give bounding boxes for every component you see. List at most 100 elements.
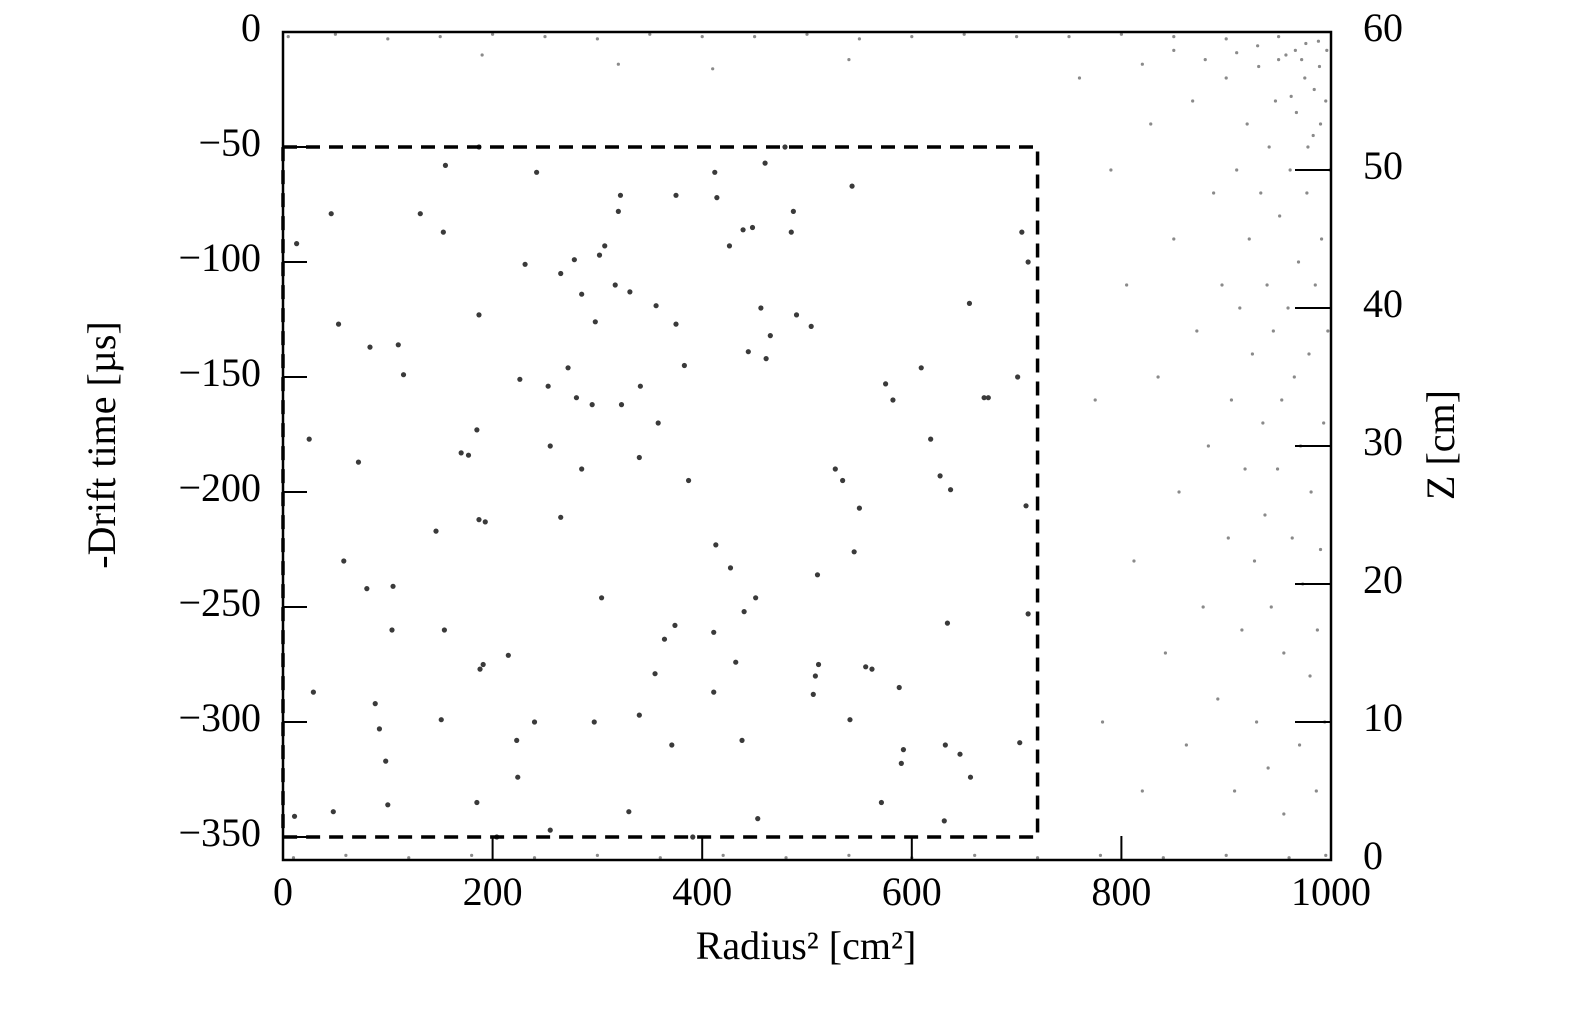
data-point xyxy=(636,454,642,461)
data-point xyxy=(1235,168,1239,172)
data-point xyxy=(1201,605,1205,609)
data-point xyxy=(762,160,768,166)
data-point xyxy=(1318,122,1323,126)
data-point xyxy=(1304,41,1308,46)
data-point xyxy=(690,834,696,840)
data-point xyxy=(1177,490,1181,494)
data-point xyxy=(847,58,851,62)
data-point xyxy=(1307,352,1311,356)
data-point xyxy=(291,856,296,860)
data-point xyxy=(1317,64,1322,69)
data-point xyxy=(1296,260,1301,264)
data-point xyxy=(1286,306,1290,310)
data-point xyxy=(890,397,896,403)
data-point xyxy=(441,627,447,633)
data-point xyxy=(618,402,625,408)
x-tick-label: 800 xyxy=(1091,869,1151,914)
data-point xyxy=(355,459,362,465)
data-point xyxy=(652,671,658,677)
data-point xyxy=(1259,191,1263,195)
data-point xyxy=(385,802,391,808)
data-point xyxy=(1243,467,1247,471)
data-point xyxy=(573,395,580,401)
data-point xyxy=(815,661,822,668)
data-point xyxy=(942,742,948,748)
data-point xyxy=(1240,628,1244,632)
data-point xyxy=(1191,99,1195,103)
data-point xyxy=(1203,58,1207,62)
data-point xyxy=(1224,76,1228,80)
data-point xyxy=(784,856,788,860)
data-point xyxy=(627,289,633,295)
data-point xyxy=(1172,237,1176,241)
fiducial-box xyxy=(281,145,1040,839)
data-point xyxy=(673,192,679,198)
y2-tick-label: 0 xyxy=(1363,833,1383,878)
data-point xyxy=(1290,536,1294,540)
data-point xyxy=(648,32,652,36)
data-point xyxy=(1220,283,1224,287)
data-point xyxy=(465,452,472,458)
x-tick-label: 600 xyxy=(882,869,942,914)
data-point xyxy=(685,477,692,484)
data-point xyxy=(1093,398,1097,402)
y2-tick-label: 10 xyxy=(1363,695,1403,740)
y-tick-label: −300 xyxy=(178,695,261,740)
data-point xyxy=(367,344,373,350)
data-point xyxy=(565,365,571,371)
data-point xyxy=(883,381,889,387)
data-point xyxy=(1325,48,1329,53)
data-point xyxy=(438,717,444,723)
data-point xyxy=(1316,39,1321,43)
data-point xyxy=(1267,145,1271,149)
data-point xyxy=(571,257,577,263)
data-point xyxy=(598,595,605,601)
data-point xyxy=(1172,48,1176,53)
data-point xyxy=(740,227,746,233)
data-point xyxy=(851,549,857,555)
data-point xyxy=(547,443,553,449)
data-point xyxy=(1119,32,1123,36)
data-point xyxy=(480,53,484,57)
data-point xyxy=(477,666,483,672)
data-point xyxy=(985,395,991,401)
data-point xyxy=(532,856,537,860)
data-point xyxy=(805,32,809,36)
y2-tick-label: 50 xyxy=(1363,143,1403,188)
data-point xyxy=(596,252,603,258)
data-point xyxy=(1254,720,1259,724)
data-point xyxy=(330,809,336,815)
data-point xyxy=(470,853,474,858)
data-point xyxy=(1319,237,1324,241)
data-point xyxy=(661,636,668,642)
data-point xyxy=(514,737,520,744)
data-point xyxy=(1256,44,1260,48)
data-point xyxy=(1015,374,1021,380)
data-point xyxy=(1261,421,1265,425)
data-point xyxy=(1247,237,1251,241)
data-point xyxy=(788,229,794,235)
data-point xyxy=(333,32,337,36)
data-point xyxy=(310,689,316,695)
data-point xyxy=(344,853,348,858)
data-point xyxy=(389,627,395,633)
data-point xyxy=(291,813,298,819)
data-point xyxy=(1163,651,1168,655)
data-point xyxy=(741,609,747,615)
data-point xyxy=(966,300,973,306)
data-point xyxy=(653,303,659,309)
data-point xyxy=(849,183,855,189)
data-point xyxy=(1250,352,1254,356)
data-point xyxy=(1025,259,1031,265)
y-tick-label: −350 xyxy=(178,810,261,855)
data-point xyxy=(941,818,947,824)
data-point xyxy=(1023,503,1029,509)
data-point xyxy=(962,32,966,36)
data-point xyxy=(1019,229,1025,235)
data-point xyxy=(1149,122,1153,126)
data-point xyxy=(814,572,821,578)
data-point xyxy=(896,684,902,691)
x-axis-label: Radius² [cm²] xyxy=(696,923,917,968)
data-point xyxy=(592,319,598,325)
data-point xyxy=(1313,283,1317,287)
